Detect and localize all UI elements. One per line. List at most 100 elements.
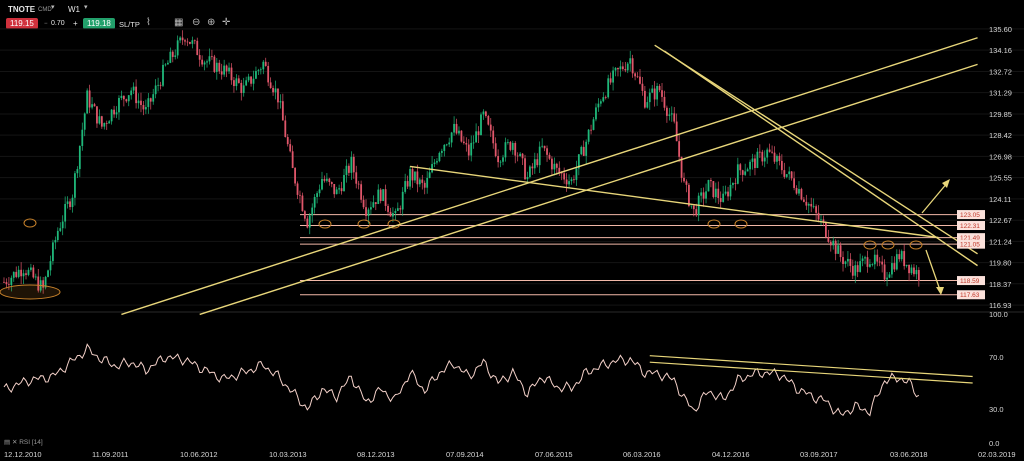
candle-body [118,97,120,113]
candle-body [719,198,722,202]
chevron-down-icon[interactable]: ▾ [84,4,88,11]
candle-body [338,188,341,190]
support-ellipse [357,219,371,229]
support-ellipse [318,219,332,229]
candle-body [98,116,101,124]
price-tick-label: 131.29 [989,89,1012,98]
candle-body [714,188,717,198]
candle-body [127,95,130,102]
plus-icon[interactable]: + [73,19,78,28]
candle-body [340,188,343,192]
sell-price-button[interactable]: 119.15 [6,18,38,29]
candle-body [837,245,840,254]
candle-body [281,101,284,121]
candle-body [827,236,830,242]
candle-body [69,201,71,208]
candle-body [824,222,827,237]
trendlines[interactable] [121,37,978,316]
candle-body [624,69,627,71]
price-tag-label: 123.05 [960,212,980,219]
candle-body [702,192,705,199]
candle-body [32,267,35,278]
candle-body [220,71,223,75]
candle-body [607,78,610,98]
candle-body [913,267,915,275]
candle-body [250,76,252,84]
trendline [654,44,978,255]
chart-grid [0,28,1024,313]
candle-body [749,161,751,170]
candle-body [233,80,235,87]
candle-body [548,154,551,159]
candle-body [529,166,531,178]
candle-body [688,184,690,207]
time-tick-label: 02.03.2019 [978,450,1016,459]
buy-price-button[interactable]: 119.18 [83,18,115,29]
candle-body [506,141,509,143]
candle-body [873,254,876,265]
candle-body [690,205,693,207]
candle-body [86,90,89,114]
candle-body [137,100,140,104]
candle-body [612,70,614,83]
rsi-indicator-label[interactable]: ▤ ✕ RSI [14] [4,438,43,446]
candle-body [626,63,629,71]
candle-body [291,151,294,168]
trendline [409,165,939,239]
chevron-down-icon[interactable]: ▾ [51,4,55,11]
candle-body [267,65,270,83]
candle-body [484,111,487,117]
price-tick-label: 132.72 [989,67,1012,76]
candle-body [705,191,707,199]
candle-body [169,51,172,63]
candle-body [768,149,771,152]
candle-body [286,137,289,145]
price-tag-label: 122.31 [960,223,980,230]
candle-body [680,156,683,178]
candle-body [834,240,837,254]
sl-tp-button[interactable]: SL/TP [119,20,140,29]
candle-body [44,276,47,288]
candle-body [154,85,157,95]
candle-body [135,86,137,104]
price-tick-label: 125.55 [989,174,1012,183]
zoom-in-icon[interactable]: ⊕ [207,17,216,28]
candle-body [122,95,125,100]
candle-body [849,258,852,266]
candle-body [651,88,654,93]
symbol-name[interactable]: TNOTE [8,5,36,14]
trendline [664,50,978,267]
arrow-up-head [942,179,950,188]
support-ellipse [863,240,877,250]
price-tag [957,276,985,286]
line-chart-icon[interactable]: ⌇ [146,17,151,28]
candle-body [208,56,211,62]
candle-body [306,218,309,228]
candle-body [736,164,739,184]
time-tick-label: 10.03.2013 [269,450,307,459]
price-tick-label: 135.60 [989,25,1012,34]
candle-body [325,178,328,181]
candle-body [499,161,502,163]
price-tick-label: 116.93 [989,301,1011,310]
candle-body [211,56,213,58]
candle-body [573,179,575,181]
candle-body [455,123,458,134]
timeframe-selector[interactable]: W1 [68,5,80,14]
zoom-out-icon[interactable]: ⊖ [192,17,201,28]
candle-body [343,175,345,192]
candle-body [639,76,641,84]
candle-body [822,219,825,223]
candle-body [910,267,913,274]
grid-icon[interactable]: ▦ [174,17,184,28]
candle-body [396,208,399,211]
candle-body [423,182,426,188]
candle-body [78,145,81,170]
candle-body [59,228,62,231]
candle-body [147,98,150,108]
crosshair-icon[interactable]: ✛ [222,17,231,28]
candle-body [458,130,460,134]
candle-body [888,274,891,278]
candle-body [847,258,849,262]
